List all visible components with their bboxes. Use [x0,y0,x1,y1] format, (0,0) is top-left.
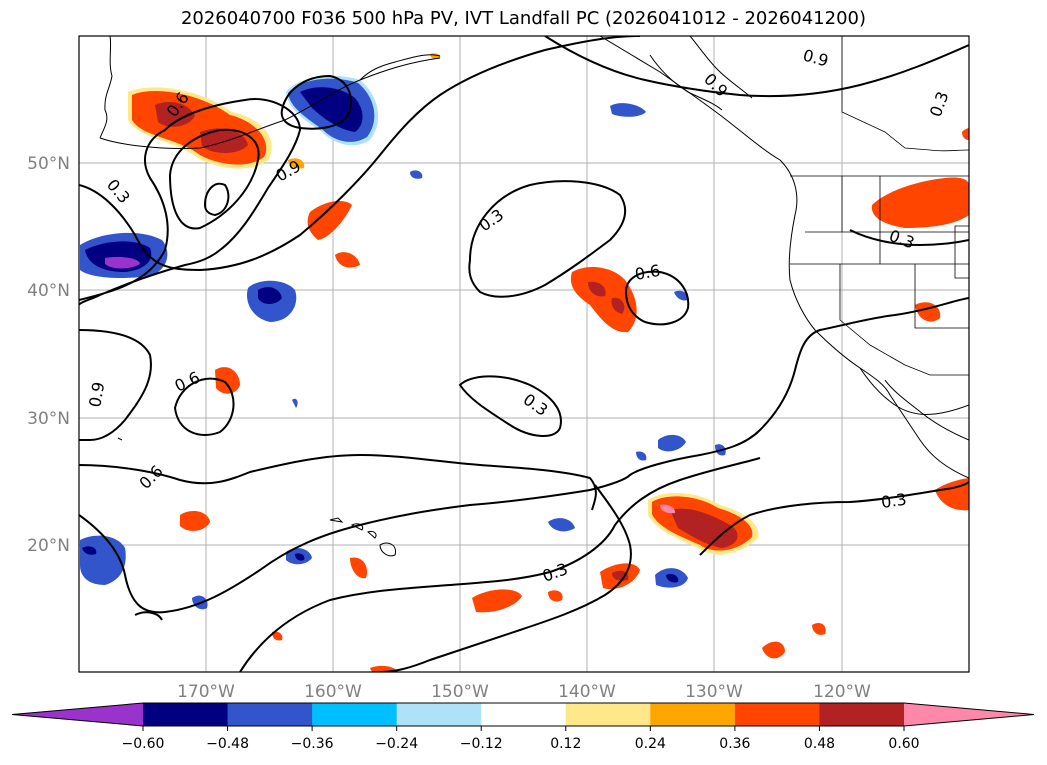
lon-label-150w: 150°W [431,682,489,702]
lon-label-170w: 170°W [177,682,235,702]
colorbar-tick-label: −0.36 [291,736,334,752]
contour-label: 0.3 [880,490,908,512]
colorbar-segment [565,703,651,726]
colorbar-extend-low [12,703,143,726]
colorbar-extend-high [904,703,1034,726]
colorbar-segment [143,703,229,726]
colorbar-tick-label: 0.48 [804,736,835,752]
lon-label-120w: 120°W [813,682,871,702]
lat-label-20n: 20°N [27,536,70,556]
lat-label-50n: 50°N [27,154,70,174]
contour-label: 0.6 [633,261,661,284]
colorbar-tick-label: 0.60 [888,736,919,752]
lon-label-130w: 130°W [685,682,743,702]
lat-label-40n: 40°N [27,281,70,301]
colorbar-tick-label: −0.24 [375,736,418,752]
colorbar-segment [650,703,736,726]
lon-label-140w: 140°W [558,682,616,702]
map-frame [78,35,970,673]
colorbar-segment [481,703,567,726]
colorbar-segment [227,703,313,726]
colorbar-segment [734,703,820,726]
colorbar-tick-label: 0.36 [719,736,750,752]
longitude-labels: 170°W 160°W 150°W 140°W 130°W 120°W [177,682,871,702]
colorbar-tick-label: −0.12 [460,736,503,752]
map-title: 2026040700 F036 500 hPa PV, IVT Landfall… [180,8,867,29]
colorbar-segment [819,703,905,726]
colorbar-segment [312,703,398,726]
colorbar-segment [396,703,482,726]
lon-label-160w: 160°W [304,682,362,702]
colorbar-tick-label: −0.48 [206,736,249,752]
colorbar-tick-label: 0.12 [550,736,581,752]
lat-label-30n: 30°N [27,409,70,429]
borders [790,36,969,376]
contour-label: 0.9 [85,380,108,408]
negative-anomaly-fills [80,75,726,610]
colorbar: −0.60 −0.48 −0.36 −0.24 −0.12 0.12 0.24 0.36 0.4… [11,702,1035,752]
colorbar-tick-label: −0.60 [122,736,165,752]
latitude-labels: 50°N 40°N 30°N 20°N [27,154,70,556]
colorbar-tick-label: 0.24 [635,736,666,752]
pc-contours [79,36,969,672]
